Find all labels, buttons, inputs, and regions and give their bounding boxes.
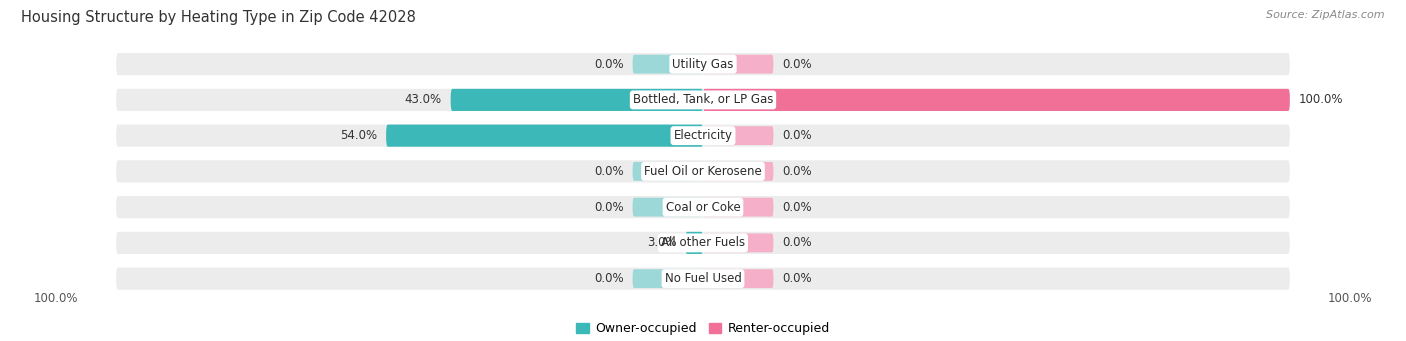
FancyBboxPatch shape bbox=[685, 232, 703, 254]
FancyBboxPatch shape bbox=[633, 162, 703, 181]
Text: 0.0%: 0.0% bbox=[782, 129, 811, 142]
Text: 100.0%: 100.0% bbox=[1299, 93, 1343, 106]
FancyBboxPatch shape bbox=[117, 89, 1289, 111]
FancyBboxPatch shape bbox=[117, 53, 1289, 75]
FancyBboxPatch shape bbox=[703, 162, 773, 181]
FancyBboxPatch shape bbox=[117, 196, 1289, 218]
Text: 0.0%: 0.0% bbox=[782, 201, 811, 214]
Text: Coal or Coke: Coal or Coke bbox=[665, 201, 741, 214]
FancyBboxPatch shape bbox=[703, 55, 773, 74]
Text: 0.0%: 0.0% bbox=[782, 272, 811, 285]
Text: All other Fuels: All other Fuels bbox=[661, 236, 745, 249]
FancyBboxPatch shape bbox=[633, 269, 703, 288]
Text: 0.0%: 0.0% bbox=[782, 165, 811, 178]
Text: 43.0%: 43.0% bbox=[405, 93, 441, 106]
Text: 3.0%: 3.0% bbox=[647, 236, 676, 249]
FancyBboxPatch shape bbox=[117, 160, 1289, 182]
Text: No Fuel Used: No Fuel Used bbox=[665, 272, 741, 285]
Text: 0.0%: 0.0% bbox=[595, 58, 624, 71]
Text: 0.0%: 0.0% bbox=[782, 58, 811, 71]
Text: Bottled, Tank, or LP Gas: Bottled, Tank, or LP Gas bbox=[633, 93, 773, 106]
FancyBboxPatch shape bbox=[703, 269, 773, 288]
Text: Housing Structure by Heating Type in Zip Code 42028: Housing Structure by Heating Type in Zip… bbox=[21, 10, 416, 25]
Text: 54.0%: 54.0% bbox=[340, 129, 377, 142]
FancyBboxPatch shape bbox=[117, 124, 1289, 147]
FancyBboxPatch shape bbox=[451, 89, 703, 111]
Text: Electricity: Electricity bbox=[673, 129, 733, 142]
FancyBboxPatch shape bbox=[703, 89, 1289, 111]
FancyBboxPatch shape bbox=[633, 198, 703, 217]
Text: 0.0%: 0.0% bbox=[782, 236, 811, 249]
Text: 0.0%: 0.0% bbox=[595, 201, 624, 214]
Text: 100.0%: 100.0% bbox=[34, 292, 79, 305]
FancyBboxPatch shape bbox=[117, 232, 1289, 254]
Text: Utility Gas: Utility Gas bbox=[672, 58, 734, 71]
FancyBboxPatch shape bbox=[703, 198, 773, 217]
Text: Fuel Oil or Kerosene: Fuel Oil or Kerosene bbox=[644, 165, 762, 178]
Legend: Owner-occupied, Renter-occupied: Owner-occupied, Renter-occupied bbox=[571, 317, 835, 340]
FancyBboxPatch shape bbox=[387, 124, 703, 147]
FancyBboxPatch shape bbox=[703, 126, 773, 145]
FancyBboxPatch shape bbox=[703, 234, 773, 252]
Text: 0.0%: 0.0% bbox=[595, 165, 624, 178]
FancyBboxPatch shape bbox=[117, 268, 1289, 290]
Text: Source: ZipAtlas.com: Source: ZipAtlas.com bbox=[1267, 10, 1385, 20]
Text: 100.0%: 100.0% bbox=[1327, 292, 1372, 305]
Text: 0.0%: 0.0% bbox=[595, 272, 624, 285]
FancyBboxPatch shape bbox=[633, 55, 703, 74]
